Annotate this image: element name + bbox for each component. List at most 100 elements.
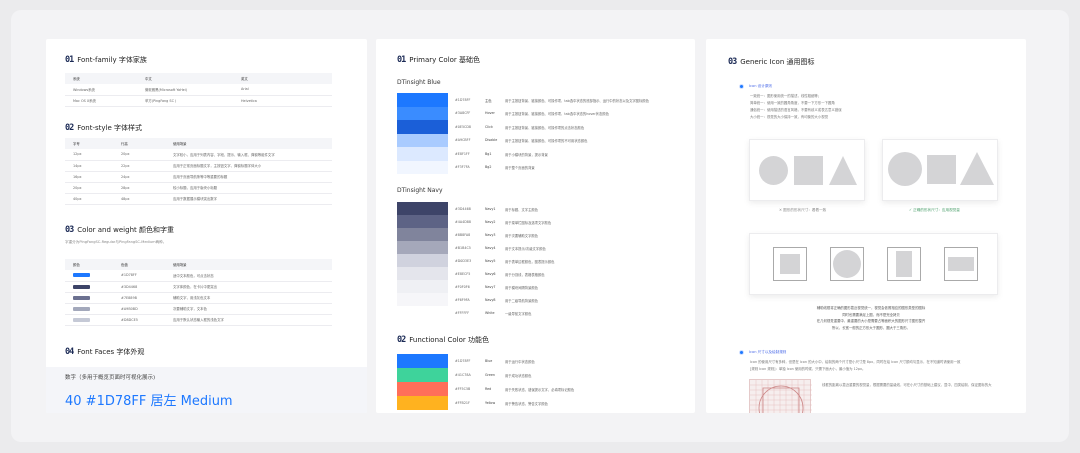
grid-frame [887, 247, 921, 281]
palette-row: #FFFFFF White 一级导航文字颜色 [455, 311, 531, 316]
cell: 20px [65, 182, 113, 194]
palette-desc: 用于失败状态，错误提示文字，必填项标记颜色 [505, 388, 575, 392]
col-header: 行高 [113, 138, 165, 149]
col-header: 中文 [137, 73, 233, 84]
palette-swatch [397, 382, 448, 396]
palette-swatch [397, 147, 448, 161]
palette-name: Yellow [485, 401, 496, 405]
size-rule: [规则 Icon 规则]：单独 Icon 使用的时候，只需下面大小，最小值为 1… [750, 367, 866, 371]
wrong-caption: ✕ 图形的形状尺寸：看着一致 [779, 208, 827, 212]
palette-hex: #F0F0F6 [455, 284, 470, 289]
palette-swatch [397, 241, 448, 254]
palette-hex: #E8ECF5 [455, 271, 471, 276]
col-header: 系统 [65, 73, 137, 84]
font-face-sample-panel: 数字（多用于概览页面时可视化展示) 40 #1D78FF 居左 Medium [46, 367, 367, 413]
palette-desc: 用于运行中状态颜色 [505, 360, 535, 364]
icon-principles-heading: Icon 设计原则 [739, 84, 772, 89]
palette-row: #3A8CFF Hover 用于主按钮背景、链接颜色、可操作项、tab选中状态的ho… [455, 111, 609, 116]
cell: 12px [65, 149, 113, 161]
palette-swatch [397, 93, 448, 107]
col-header: 使用场景 [165, 138, 332, 149]
palette-name: Navy6 [485, 271, 496, 276]
cell: 次要辅助文字，文本色 [165, 303, 332, 315]
palette-desc: 用于表单边框颜色，图表提示颜色 [505, 259, 555, 264]
cell: 苹方(PingFang SC ) [137, 95, 233, 107]
icon-size-heading: Icon 尺寸以及绘制规则 [739, 350, 786, 355]
palette-row: #D0D3E3 Navy5 用于表单边框颜色，图表提示颜色 [455, 259, 554, 264]
palette-row: #8B8FA8 Navy3 用于次要辅助文字颜色 [455, 233, 538, 238]
text-color-table: 颜色 色值 使用场景 #1D78FF 适中文本颜色，可点击状态 #3D4468 文字体颜色… [65, 259, 332, 326]
table-row: Windows系统 微软雅黑(Microsoft YaHei) Arial [65, 84, 332, 96]
palette-row: #E8ECF5 Navy6 用于分割线，表格表格颜色 [455, 272, 545, 277]
palette-name: Green [485, 373, 495, 377]
principle-rule: 大小统一：视觉的大小保持一致，有均衡的大小视觉 [750, 115, 828, 119]
pixel-grid-illustration [749, 379, 812, 413]
square-shape-icon [794, 156, 823, 185]
section-title: Font-family 字体家族 [77, 56, 147, 64]
bullet-title: Icon 设计原则 [749, 84, 773, 88]
blue-palette [397, 93, 448, 174]
palette-hex: #8B8FA8 [455, 232, 471, 237]
palette-desc: 用于分割线，表格表格颜色 [505, 272, 545, 277]
palette-swatch [397, 228, 448, 241]
section-number: 02 [397, 335, 406, 345]
keyline-grid-icon [750, 380, 812, 413]
palette-hex: #1D78FF [455, 359, 471, 363]
typography-card: 01 Font-family 字体家族 系统 中文 英文 Windows系统 微软雅黑… [46, 39, 367, 413]
grid-explanation: 辅助线框将正确的图形靠近视觉统一，视觉会依照相应的图形类型的图标 同时也需要满足… [746, 305, 996, 331]
cell: 适中文本颜色，可点击状态 [165, 270, 332, 282]
palette-hex: #E8F1FF [455, 151, 470, 156]
right-caption: ✓ 正确的形状尺寸：应用视觉量 [909, 208, 960, 212]
cell: 20px [113, 149, 165, 161]
section-title: Color and weight 颜色和字重 [77, 226, 174, 234]
bullet-dot-icon [739, 84, 744, 89]
color-swatch [73, 284, 90, 289]
bullet-dot-icon [739, 350, 744, 355]
portrait-shape-icon [896, 251, 912, 277]
palette-desc: 用于警告状态，警告文字颜色 [505, 402, 548, 406]
cell: 16px [65, 171, 113, 183]
table-row: 16px 24px 应用于页面导航条等中等重要的标题 [65, 171, 332, 183]
cell: #A9B0BD [113, 303, 165, 315]
cell [65, 270, 113, 282]
palette-row: #0E5CD8 Click 用于主按钮背景、链接颜色、可操作项的点击状态颜色 [455, 125, 584, 130]
cell: 28px [113, 182, 165, 194]
palette-swatch [397, 133, 448, 147]
palette-swatch [397, 254, 448, 267]
right-shape-example [882, 139, 998, 201]
grid-frame [944, 247, 978, 281]
square-shape-icon [780, 254, 800, 274]
col-header: 使用场景 [165, 259, 332, 270]
section-number: 03 [65, 225, 74, 235]
cell: #1D78FF [113, 270, 165, 282]
palette-desc: 用于成功状态颜色 [505, 374, 532, 378]
palette-hex: #F6F9FA [455, 297, 470, 302]
cell: 24px [113, 171, 165, 183]
palette-row: #FFB21F Yellow 用于警告状态，警告文字颜色 [455, 401, 548, 406]
section-title: Generic Icon 通用图标 [740, 58, 815, 66]
palette-name: Hover [485, 111, 495, 116]
palette-hex: #FFB21F [455, 401, 470, 405]
principle-rule: 简单统一：使用一致的圆角角度，不要一下方形一下圆角 [750, 101, 835, 105]
section-font-style: 02 Font-style 字体样式 [65, 123, 142, 133]
section-number: 01 [397, 55, 406, 65]
palette-desc: 用于小模块的背景，提示背景 [505, 152, 548, 157]
explanation-line: 在几何视觉重要中，最重要的大小是需要占等面积大的图形尺寸图形整齐 [816, 319, 926, 323]
palette-name: White [485, 310, 495, 315]
palette-row: #3D4468 Navy1 用于标题、文字主颜色 [455, 207, 538, 212]
circle-shape-icon [833, 250, 861, 278]
col-header: 色值 [113, 259, 165, 270]
table-row: #3D4468 文字体颜色，在卡片中更突出 [65, 281, 332, 293]
sample-caption: 数字（多用于概览页面时可视化展示) [65, 375, 156, 381]
palette-swatch [397, 396, 448, 410]
cell: 微软雅黑(Microsoft YaHei) [137, 84, 233, 96]
table-row: #A9B0BD 次要辅助文字，文本色 [65, 303, 332, 315]
cell: 文字体颜色，在卡片中更突出 [165, 281, 332, 293]
palette-hex: #41C78A [455, 373, 471, 377]
palette-name: Disable [485, 138, 498, 143]
palette-name: Navy3 [485, 232, 496, 237]
color-swatch [73, 317, 90, 322]
palette-desc: 用于文本提示/次级文字颜色 [505, 246, 546, 251]
palette-row: #1D78FF 主色 用于主按钮背景、链接颜色、可操作项、tab选中状态的底部指示、… [455, 98, 649, 103]
section-number: 02 [65, 123, 74, 133]
